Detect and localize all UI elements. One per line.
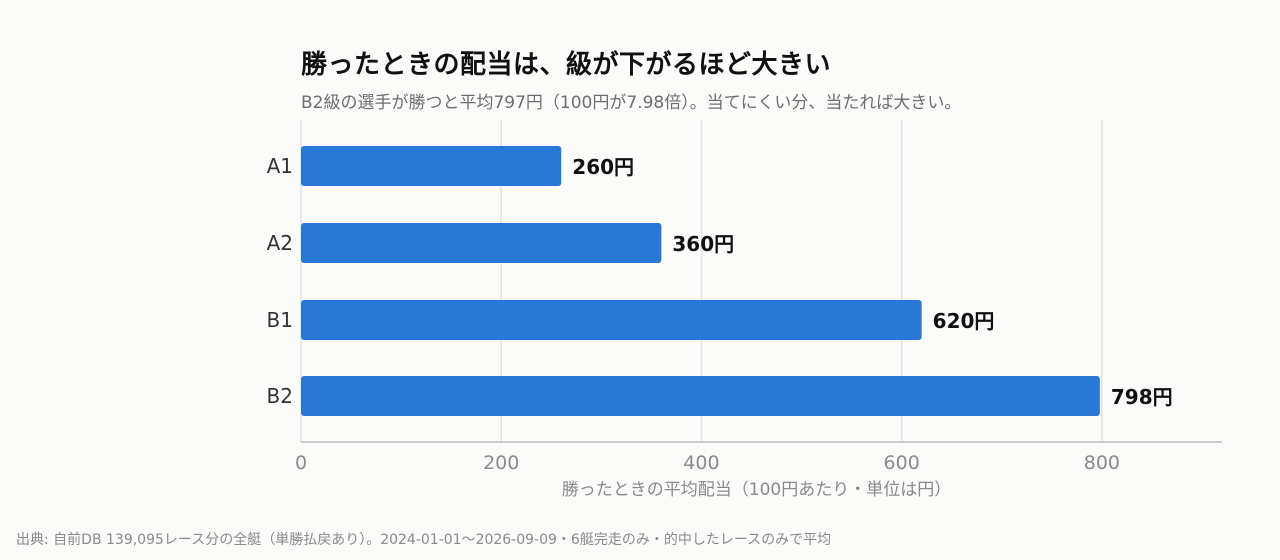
bar-b1 [301,300,922,340]
x-tick-label: 0 [295,452,307,474]
category-label: A2 [267,231,293,255]
x-axis-title: 勝ったときの平均配当（100円あたり・単位は円） [562,480,951,500]
category-label: A1 [267,154,293,178]
bar-a2 [301,223,662,263]
value-label: 360円 [672,232,734,256]
chart-subtitle: B2級の選手が勝つと平均797円（100円が7.98倍）。当てにくい分、当たれば… [301,93,962,113]
labels: 0 200 400 600 800 A1 260円 A2 360円 B1 620円 B2 798円 [267,154,1173,474]
value-label: 260円 [572,155,634,179]
bars [301,146,1100,416]
chart-title: 勝ったときの配当は、級が下がるほど大きい [301,50,832,80]
x-tick-label: 600 [884,452,920,474]
x-tick-label: 200 [483,452,519,474]
bar-b2 [301,376,1100,416]
bar-a1 [301,146,562,186]
category-label: B2 [267,384,293,408]
value-label: 620円 [933,309,995,333]
category-label: B1 [267,308,293,332]
value-label: 798円 [1111,385,1173,409]
x-tick-label: 400 [683,452,719,474]
x-tick-label: 800 [1084,452,1120,474]
source-note: 出典: 自前DB 139,095レース分の全艇（単勝払戻あり）。2024-01-… [16,532,832,548]
